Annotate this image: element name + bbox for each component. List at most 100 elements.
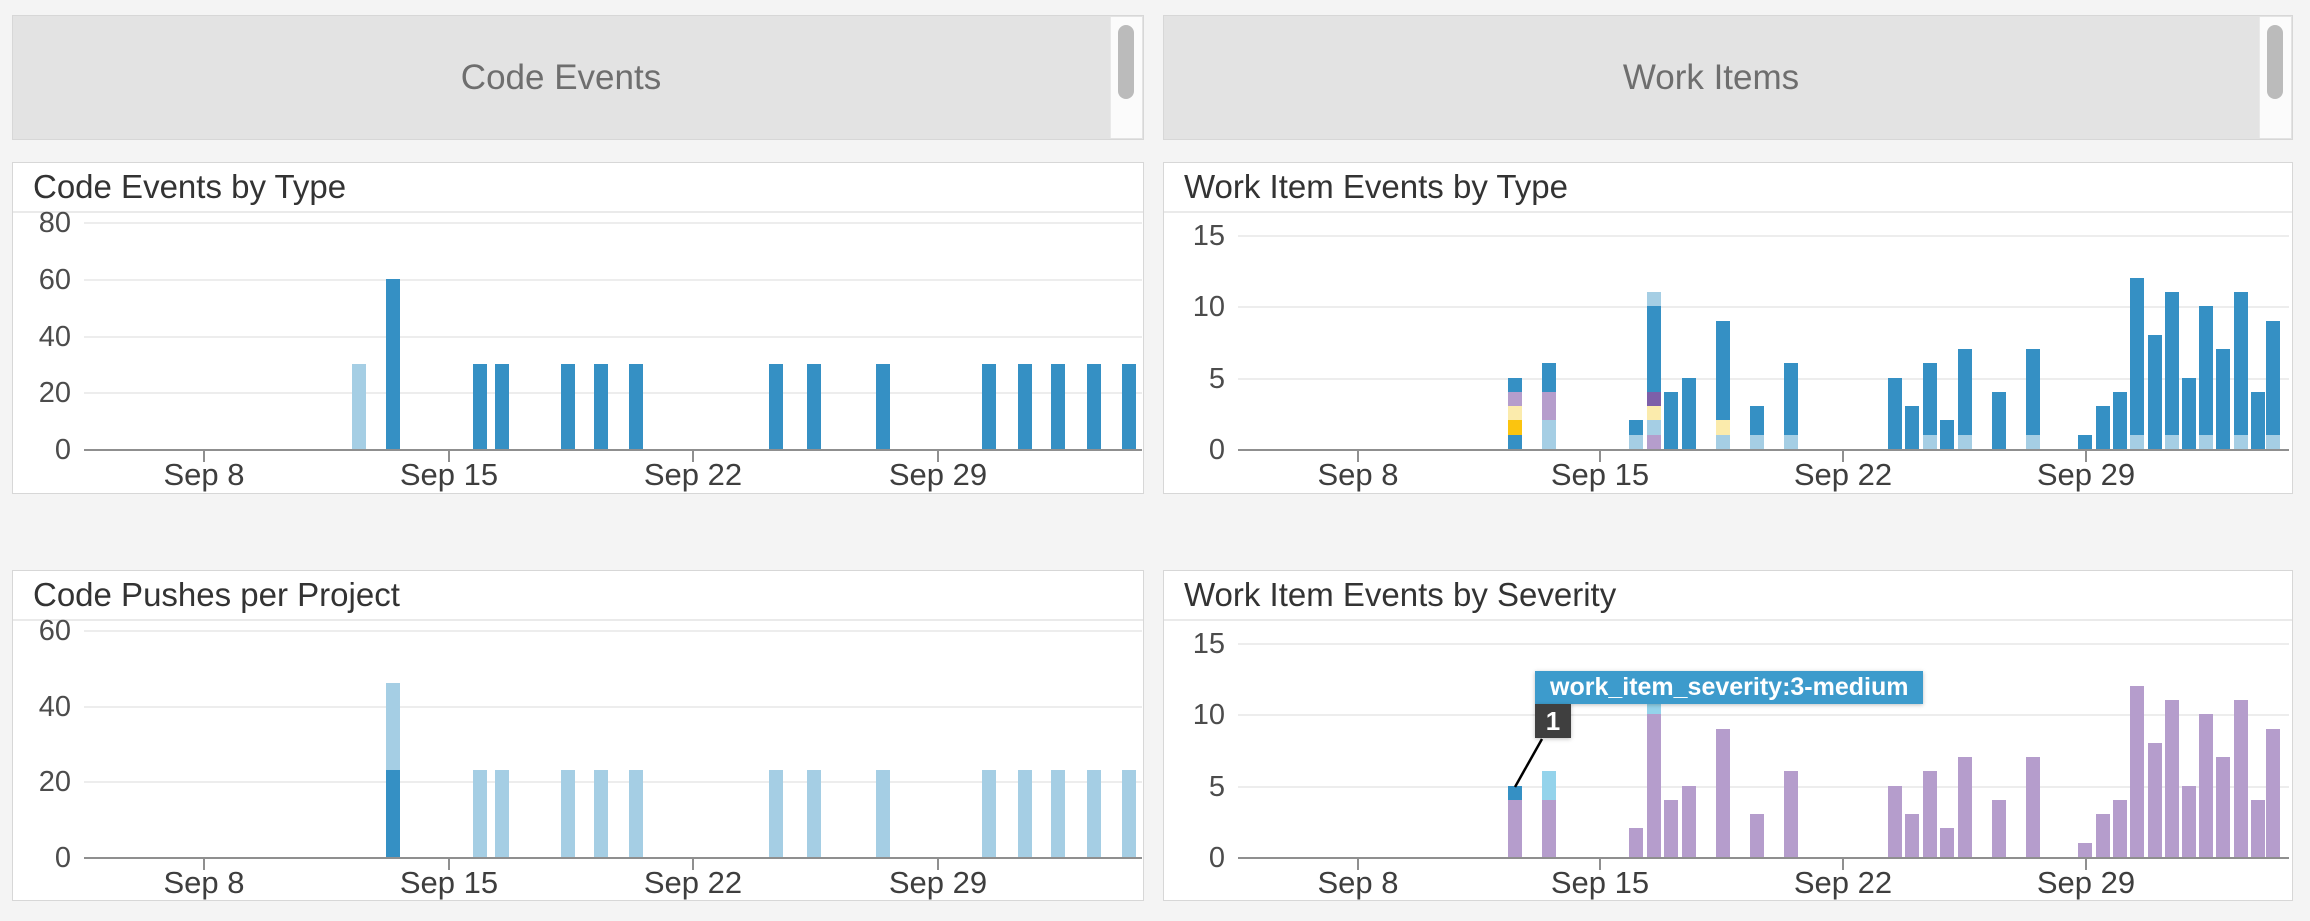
bar-segment[interactable] bbox=[2130, 277, 2144, 435]
bar-segment[interactable] bbox=[1888, 377, 1902, 449]
bar-segment[interactable] bbox=[1958, 434, 1972, 449]
bar-segment[interactable] bbox=[2078, 842, 2092, 857]
bar-segment[interactable] bbox=[1905, 406, 1919, 449]
bar-segment[interactable] bbox=[2113, 799, 2127, 857]
bar-segment[interactable] bbox=[561, 769, 575, 857]
code-pushes-per-project-chart[interactable]: 0 20 40 60 Sep 8 Sep 15 Sep 22 Sep 29 bbox=[13, 616, 1143, 900]
bar-segment[interactable] bbox=[352, 363, 366, 449]
bar-segment[interactable] bbox=[2266, 320, 2280, 435]
bar-segment[interactable] bbox=[1629, 828, 1643, 857]
bar-segment[interactable] bbox=[1958, 757, 1972, 857]
bar-segment[interactable] bbox=[1018, 363, 1032, 449]
bar-segment[interactable] bbox=[876, 363, 890, 449]
bar-segment[interactable] bbox=[1647, 434, 1661, 449]
bar-segment[interactable] bbox=[1051, 769, 1065, 857]
bar-segment[interactable] bbox=[561, 363, 575, 449]
bar-segment[interactable] bbox=[473, 363, 487, 449]
work-item-events-by-severity-chart[interactable]: 0 5 10 15 Sep 8 Sep 15 Sep 22 Sep 29 work_item_s… bbox=[1164, 621, 2292, 900]
bar-segment[interactable] bbox=[1018, 769, 1032, 857]
bar-segment[interactable] bbox=[1087, 363, 1101, 449]
bar-segment[interactable] bbox=[1905, 814, 1919, 857]
bar-segment[interactable] bbox=[2251, 391, 2265, 449]
work-item-events-by-type-chart[interactable]: 0 5 10 15 Sep 8 Sep 15 Sep 22 Sep 29 bbox=[1164, 213, 2292, 493]
bar-segment[interactable] bbox=[1508, 406, 1522, 421]
bar-segment[interactable] bbox=[769, 363, 783, 449]
bar-segment[interactable] bbox=[495, 363, 509, 449]
bar-segment[interactable] bbox=[2165, 434, 2179, 449]
bar-segment[interactable] bbox=[2199, 714, 2213, 857]
bar-segment[interactable] bbox=[2182, 785, 2196, 857]
bar-segment[interactable] bbox=[629, 363, 643, 449]
bar-segment[interactable] bbox=[1923, 363, 1937, 435]
bar-segment[interactable] bbox=[1051, 363, 1065, 449]
bar-segment[interactable] bbox=[2266, 728, 2280, 857]
bar-segment[interactable] bbox=[386, 278, 400, 449]
bar-segment[interactable] bbox=[2199, 434, 2213, 449]
bar-segment[interactable] bbox=[1784, 363, 1798, 435]
bar-segment[interactable] bbox=[594, 769, 608, 857]
bar-segment[interactable] bbox=[1992, 799, 2006, 857]
bar-segment[interactable] bbox=[2165, 700, 2179, 857]
bar-segment[interactable] bbox=[1992, 391, 2006, 449]
bar-segment[interactable] bbox=[1508, 799, 1522, 857]
bar-segment[interactable] bbox=[982, 363, 996, 449]
bar-segment[interactable] bbox=[1750, 434, 1764, 449]
bar-segment[interactable] bbox=[2234, 434, 2248, 449]
bar-segment[interactable] bbox=[1542, 391, 1556, 421]
bar-segment[interactable] bbox=[2216, 757, 2230, 857]
bar-segment[interactable] bbox=[2251, 799, 2265, 857]
bar-segment[interactable] bbox=[1542, 420, 1556, 449]
bar-segment[interactable] bbox=[2026, 349, 2040, 435]
bar-segment[interactable] bbox=[594, 363, 608, 449]
bar-segment[interactable] bbox=[1508, 785, 1522, 800]
bar-segment[interactable] bbox=[1629, 420, 1643, 435]
bar-segment[interactable] bbox=[1087, 769, 1101, 857]
bar-segment[interactable] bbox=[1750, 406, 1764, 435]
code-events-by-type-chart[interactable]: 0 20 40 60 80 Sep 8 Sep 15 Sep 22 Sep 29 bbox=[13, 208, 1143, 493]
bar-segment[interactable] bbox=[1122, 769, 1136, 857]
bar-segment[interactable] bbox=[769, 769, 783, 857]
bar-segment[interactable] bbox=[2113, 391, 2127, 449]
bar-segment[interactable] bbox=[1958, 349, 1972, 435]
bar-segment[interactable] bbox=[1664, 391, 1678, 449]
bar-segment[interactable] bbox=[1923, 434, 1937, 449]
bar-segment[interactable] bbox=[473, 769, 487, 857]
bar-segment[interactable] bbox=[807, 363, 821, 449]
bar-segment[interactable] bbox=[1647, 406, 1661, 421]
bar-segment[interactable] bbox=[2216, 349, 2230, 449]
bar-segment[interactable] bbox=[1716, 420, 1730, 435]
bar-segment[interactable] bbox=[2078, 434, 2092, 449]
bar-segment[interactable] bbox=[1647, 714, 1661, 857]
scrollbar-track[interactable] bbox=[2259, 17, 2291, 138]
bar-segment[interactable] bbox=[982, 769, 996, 857]
bar-segment[interactable] bbox=[1542, 771, 1556, 800]
bar-segment[interactable] bbox=[1682, 785, 1696, 857]
bar-segment[interactable] bbox=[2026, 757, 2040, 857]
bar-segment[interactable] bbox=[1629, 434, 1643, 449]
bar-segment[interactable] bbox=[1647, 292, 1661, 307]
bar-segment[interactable] bbox=[1940, 828, 1954, 857]
bar-segment[interactable] bbox=[1508, 391, 1522, 407]
bar-segment[interactable] bbox=[1542, 799, 1556, 857]
bar-segment[interactable] bbox=[1784, 434, 1798, 449]
bar-segment[interactable] bbox=[1888, 785, 1902, 857]
bar-segment[interactable] bbox=[2165, 292, 2179, 435]
bar-segment[interactable] bbox=[1647, 306, 1661, 392]
bar-segment[interactable] bbox=[2148, 742, 2162, 857]
bar-segment[interactable] bbox=[1508, 377, 1522, 392]
bar-segment[interactable] bbox=[1784, 771, 1798, 857]
bar-segment[interactable] bbox=[1508, 434, 1522, 449]
bar-segment[interactable] bbox=[2130, 685, 2144, 857]
bar-segment[interactable] bbox=[2234, 292, 2248, 435]
bar-segment[interactable] bbox=[386, 769, 400, 857]
scrollbar-track[interactable] bbox=[1110, 17, 1142, 138]
bar-segment[interactable] bbox=[1716, 434, 1730, 449]
bar-segment[interactable] bbox=[2096, 406, 2110, 449]
bar-segment[interactable] bbox=[1682, 377, 1696, 449]
bar-segment[interactable] bbox=[876, 769, 890, 857]
bar-segment[interactable] bbox=[2096, 814, 2110, 857]
bar-segment[interactable] bbox=[1647, 391, 1661, 407]
row-header-work-items[interactable]: Work Items bbox=[1163, 15, 2293, 140]
bar-segment[interactable] bbox=[807, 769, 821, 857]
bar-segment[interactable] bbox=[2182, 377, 2196, 449]
